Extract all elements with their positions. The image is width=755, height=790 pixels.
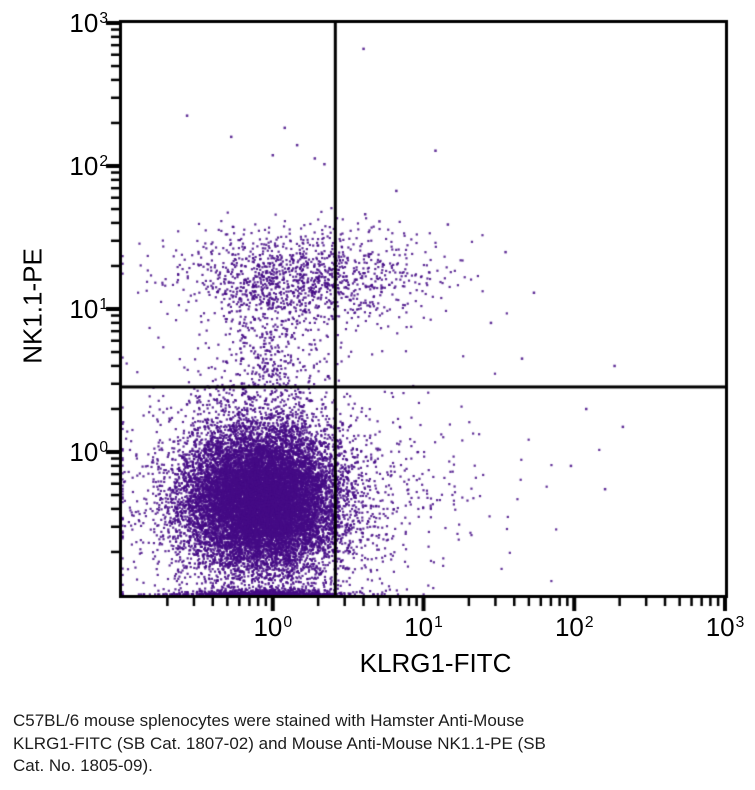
x-tick-label: 103: [705, 612, 745, 642]
x-tick-label: 102: [554, 612, 594, 642]
x-axis-label: KLRG1-FITC: [359, 648, 512, 678]
x-tick-label: 100: [253, 612, 293, 642]
figure-caption: C57BL/6 mouse splenocytes were stained w…: [13, 710, 573, 778]
y-axis-label: NK1.1-PE: [17, 248, 48, 364]
y-tick-label: 102: [69, 151, 108, 181]
caption-line: KLRG1-FITC (SB Cat. 1807-02) and Mouse A…: [13, 733, 546, 753]
scatter-plot-canvas: [0, 0, 755, 705]
y-tick-label: 103: [69, 8, 108, 38]
x-tick-label: 101: [404, 612, 443, 642]
x-axis-title-row: KLRG1-FITC: [0, 648, 755, 679]
y-tick-label: 101: [69, 294, 108, 324]
y-tick-label: 100: [69, 437, 108, 467]
caption-line: C57BL/6 mouse splenocytes were stained w…: [13, 711, 525, 730]
caption-line: Cat. No. 1805-09).: [13, 756, 153, 775]
